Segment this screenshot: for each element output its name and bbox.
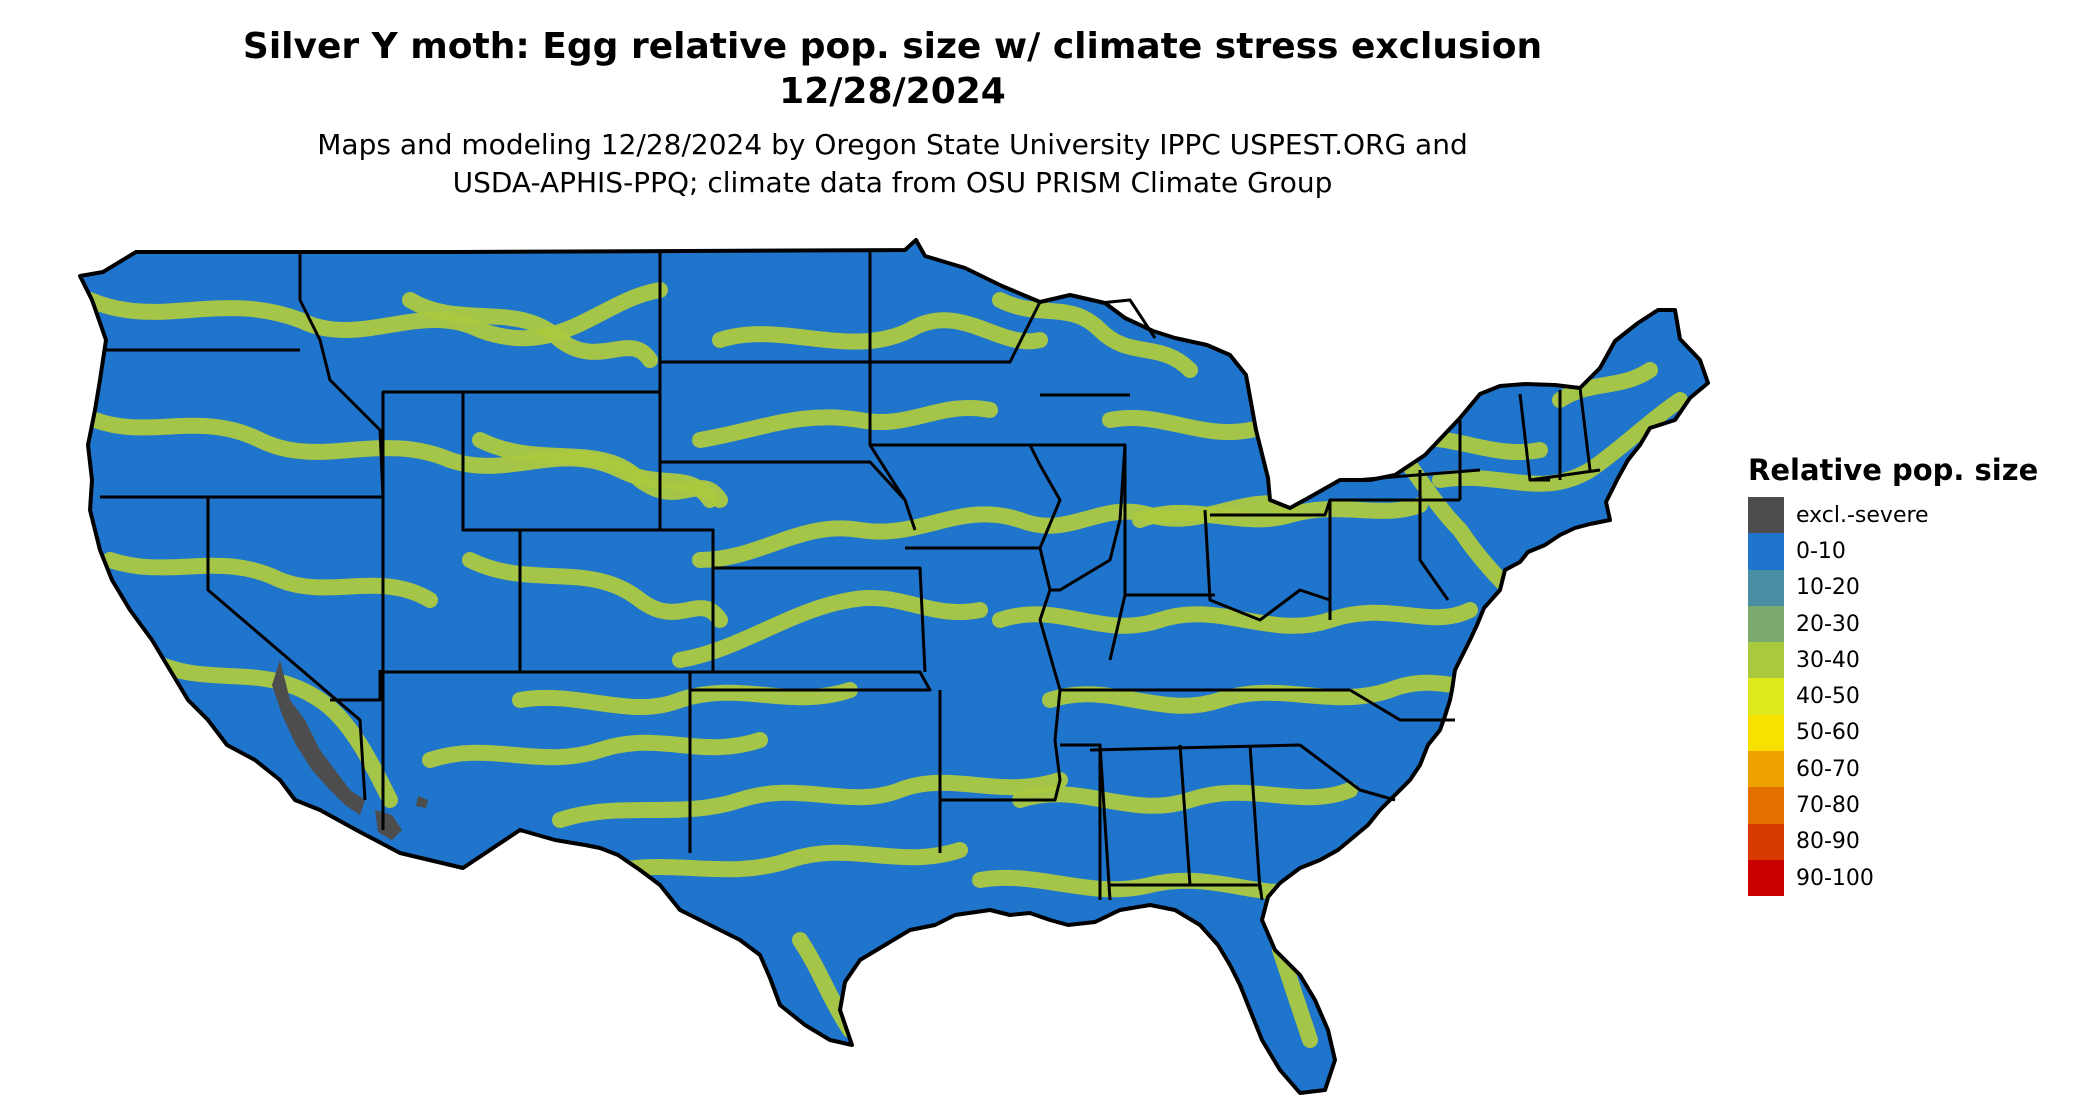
legend-swatch (1748, 823, 1784, 860)
legend-item: 80-90 (1748, 823, 2078, 860)
map-title: Silver Y moth: Egg relative pop. size w/… (0, 24, 1785, 114)
legend-item: 40-50 (1748, 678, 2078, 715)
legend-item: 30-40 (1748, 642, 2078, 679)
title-line-2: 12/28/2024 (779, 71, 1006, 112)
legend-label: 20-30 (1796, 611, 1860, 637)
map-subtitle: Maps and modeling 12/28/2024 by Oregon S… (0, 126, 1785, 202)
legend-label: 0-10 (1796, 538, 1846, 564)
title-line-1: Silver Y moth: Egg relative pop. size w/… (242, 26, 1543, 67)
legend-label: 80-90 (1796, 829, 1860, 855)
legend-item: 0-10 (1748, 533, 2078, 570)
legend-item: 60-70 (1748, 751, 2078, 788)
legend-swatch (1748, 714, 1784, 752)
legend-swatch (1748, 787, 1784, 824)
class-30-40-bands (82, 282, 1688, 1048)
legend-label: 90-100 (1796, 865, 1874, 891)
subtitle-line-2: USDA-APHIS-PPQ; climate data from OSU PR… (452, 166, 1333, 199)
legend-item: excl.-severe (1748, 497, 2078, 534)
legend-swatch (1748, 642, 1784, 679)
legend-label: 40-50 (1796, 684, 1860, 710)
legend-label: 50-60 (1796, 720, 1860, 746)
legend-label: 60-70 (1796, 756, 1860, 782)
national-border (78, 238, 1710, 1095)
legend-items: excl.-severe 0-10 10-20 20-30 30-40 40-5… (1748, 497, 2078, 897)
legend-label: 70-80 (1796, 793, 1860, 819)
legend-swatch (1748, 605, 1784, 643)
legend-item: 70-80 (1748, 787, 2078, 824)
subtitle-line-1: Maps and modeling 12/28/2024 by Oregon S… (317, 128, 1468, 161)
legend-swatch (1748, 533, 1784, 570)
legend-item: 50-60 (1748, 714, 2078, 752)
legend: Relative pop. size excl.-severe 0-10 10-… (1748, 451, 2078, 897)
legend-label: 30-40 (1796, 647, 1860, 673)
legend-label: excl.-severe (1796, 502, 1929, 528)
legend-label: 10-20 (1796, 575, 1860, 601)
legend-item: 10-20 (1748, 569, 2078, 606)
legend-swatch (1748, 497, 1784, 534)
state-borders (100, 252, 1601, 901)
legend-swatch (1748, 751, 1784, 788)
legend-item: 90-100 (1748, 859, 2078, 897)
legend-swatch (1748, 569, 1784, 606)
legend-title: Relative pop. size (1748, 453, 2039, 487)
legend-item: 20-30 (1748, 605, 2078, 643)
legend-swatch (1748, 859, 1784, 897)
legend-swatch (1748, 678, 1784, 715)
